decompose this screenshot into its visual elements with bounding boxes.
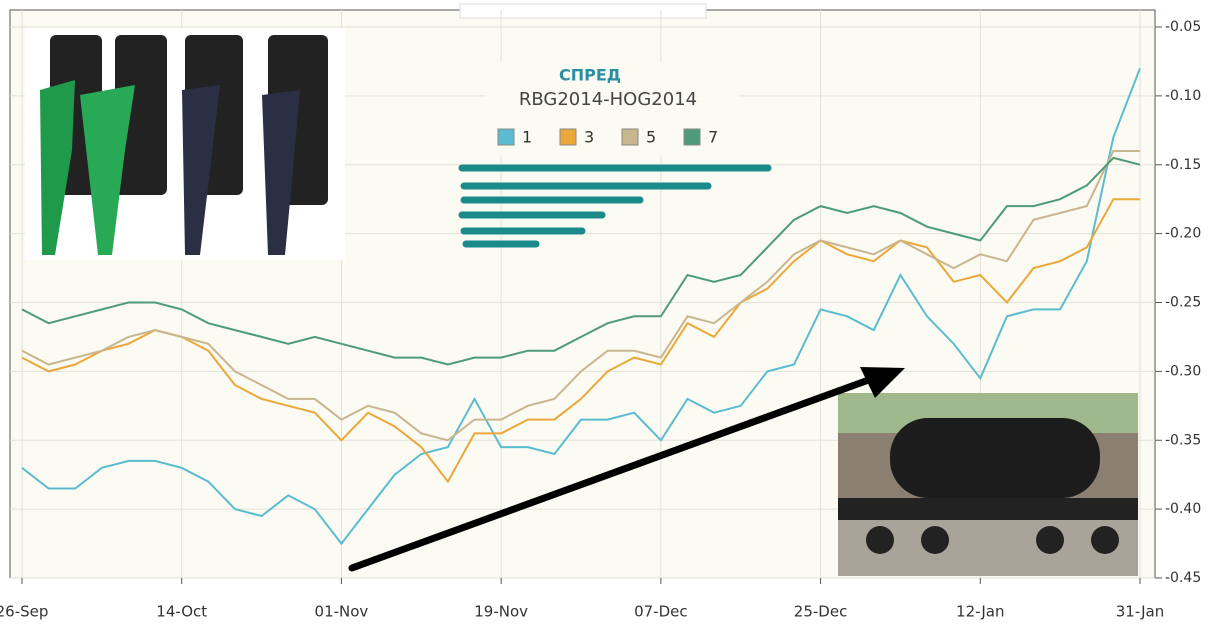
wheel [1036, 526, 1064, 554]
x-tick-label: 12-Jan [956, 603, 1004, 621]
nozzle [40, 80, 75, 255]
series-line [21, 156, 1141, 366]
tank [890, 418, 1100, 498]
nozzle [80, 85, 135, 255]
arrow-head [860, 367, 905, 398]
legend-swatch [621, 128, 639, 146]
y-tick-label: -0.45 [1165, 570, 1201, 586]
lines [21, 67, 1141, 546]
x-tick-label: 19-Nov [474, 603, 528, 621]
x-tick-label: 26-Sep [0, 603, 48, 621]
legend-label: 3 [584, 128, 594, 147]
y-tick-label: -0.35 [1165, 432, 1201, 448]
pumps-picture [25, 28, 345, 260]
y-tick-label: -0.10 [1165, 88, 1201, 104]
legend-label: 7 [708, 128, 718, 147]
pump [115, 35, 167, 195]
y-tick-label: -0.05 [1165, 19, 1201, 35]
legend-label: 1 [522, 128, 532, 147]
y-tick-label: -0.30 [1165, 363, 1201, 379]
y-tick-label: -0.15 [1165, 157, 1201, 173]
x-tick-label: 25-Dec [794, 603, 848, 621]
arrow [348, 370, 889, 572]
nozzle [262, 90, 300, 255]
wheel [866, 526, 894, 554]
legend-swatch [683, 128, 701, 146]
wheel [1091, 526, 1119, 554]
top-box [459, 3, 707, 19]
nozzle [182, 85, 220, 255]
chart-title: СПРЕД [559, 66, 621, 85]
series-line [21, 67, 1141, 546]
legend-swatch [497, 128, 515, 146]
series-line [21, 198, 1140, 484]
tank-car-picture [838, 393, 1138, 576]
wheel [921, 526, 949, 554]
x-tick-label: 31-Jan [1116, 603, 1164, 621]
y-tick-label: -0.20 [1165, 226, 1201, 242]
x-tick-label: 14-Oct [156, 603, 207, 621]
x-tick-label: 07-Dec [634, 603, 688, 621]
legend-label: 5 [646, 128, 656, 147]
legend-swatch [559, 128, 577, 146]
decor-bars [458, 164, 772, 248]
chart-subtitle: RBG2014-HOG2014 [519, 89, 697, 110]
y-tick-label: -0.40 [1165, 501, 1201, 517]
legend: 1 3 5 7 [497, 128, 718, 147]
series-line [21, 150, 1140, 442]
y-tick-label: -0.25 [1165, 295, 1201, 311]
x-tick-label: 01-Nov [315, 603, 369, 621]
frame [838, 498, 1138, 520]
